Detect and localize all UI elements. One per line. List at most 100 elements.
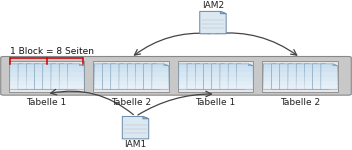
Polygon shape — [127, 68, 144, 72]
Polygon shape — [313, 64, 329, 89]
Polygon shape — [102, 81, 119, 85]
Polygon shape — [212, 64, 228, 89]
Polygon shape — [55, 64, 59, 66]
Polygon shape — [187, 68, 204, 72]
Polygon shape — [10, 85, 26, 89]
Polygon shape — [34, 64, 51, 89]
Polygon shape — [179, 64, 195, 89]
Polygon shape — [313, 81, 329, 85]
Polygon shape — [43, 85, 59, 89]
Polygon shape — [68, 81, 84, 85]
Polygon shape — [18, 68, 35, 72]
Polygon shape — [212, 76, 228, 81]
Polygon shape — [152, 68, 169, 72]
Polygon shape — [18, 64, 35, 89]
Polygon shape — [220, 85, 237, 89]
Polygon shape — [296, 64, 313, 89]
Polygon shape — [111, 64, 127, 89]
Polygon shape — [296, 68, 313, 72]
Polygon shape — [212, 68, 228, 72]
Polygon shape — [144, 76, 161, 81]
Polygon shape — [127, 72, 144, 76]
Polygon shape — [111, 85, 127, 89]
Polygon shape — [111, 76, 127, 81]
Polygon shape — [296, 81, 313, 85]
Polygon shape — [102, 72, 119, 76]
Polygon shape — [59, 76, 76, 81]
Polygon shape — [280, 76, 296, 81]
Polygon shape — [275, 64, 280, 66]
Polygon shape — [296, 76, 313, 81]
Polygon shape — [10, 64, 26, 89]
Text: 1 Block = 8 Seiten: 1 Block = 8 Seiten — [10, 47, 94, 56]
Polygon shape — [152, 72, 169, 76]
Polygon shape — [152, 64, 169, 89]
Polygon shape — [94, 85, 111, 89]
Polygon shape — [321, 85, 338, 89]
Polygon shape — [111, 72, 127, 76]
Polygon shape — [34, 72, 51, 76]
Polygon shape — [26, 64, 43, 89]
Polygon shape — [296, 72, 313, 76]
Polygon shape — [51, 81, 68, 85]
Polygon shape — [179, 76, 195, 81]
Polygon shape — [127, 85, 144, 89]
Polygon shape — [263, 68, 280, 72]
Polygon shape — [191, 64, 195, 66]
Polygon shape — [212, 72, 228, 76]
Polygon shape — [136, 76, 152, 81]
Polygon shape — [304, 68, 321, 72]
FancyBboxPatch shape — [178, 61, 253, 92]
Polygon shape — [288, 64, 304, 89]
Polygon shape — [94, 76, 111, 81]
Polygon shape — [119, 68, 136, 72]
Polygon shape — [280, 68, 296, 72]
Polygon shape — [313, 72, 329, 76]
Polygon shape — [263, 64, 280, 89]
Polygon shape — [220, 72, 237, 76]
Polygon shape — [321, 81, 338, 85]
Polygon shape — [195, 64, 212, 89]
FancyBboxPatch shape — [93, 61, 169, 92]
Polygon shape — [195, 68, 212, 72]
Polygon shape — [203, 64, 220, 89]
Polygon shape — [228, 76, 245, 81]
Polygon shape — [122, 116, 149, 139]
Polygon shape — [68, 76, 84, 81]
Polygon shape — [187, 72, 204, 76]
Polygon shape — [228, 68, 245, 72]
Polygon shape — [280, 85, 296, 89]
Polygon shape — [237, 85, 253, 89]
Polygon shape — [292, 64, 296, 66]
Polygon shape — [102, 68, 119, 72]
Polygon shape — [232, 64, 237, 66]
Polygon shape — [119, 64, 136, 89]
Polygon shape — [203, 68, 220, 72]
Polygon shape — [106, 64, 111, 66]
Polygon shape — [200, 11, 226, 34]
Polygon shape — [283, 64, 288, 66]
Text: Tabelle 2: Tabelle 2 — [280, 98, 320, 107]
Polygon shape — [147, 64, 152, 66]
Polygon shape — [144, 68, 161, 72]
Polygon shape — [288, 76, 304, 81]
Polygon shape — [220, 76, 237, 81]
Polygon shape — [43, 76, 59, 81]
Polygon shape — [26, 76, 43, 81]
Polygon shape — [195, 85, 212, 89]
Polygon shape — [136, 64, 152, 89]
Polygon shape — [321, 64, 338, 89]
Polygon shape — [59, 81, 76, 85]
Polygon shape — [304, 76, 321, 81]
Polygon shape — [34, 68, 51, 72]
Polygon shape — [136, 68, 152, 72]
Polygon shape — [94, 81, 111, 85]
Polygon shape — [59, 85, 76, 89]
Polygon shape — [119, 85, 136, 89]
Polygon shape — [59, 72, 76, 76]
Polygon shape — [203, 76, 220, 81]
Polygon shape — [313, 85, 329, 89]
Polygon shape — [321, 72, 338, 76]
Polygon shape — [271, 68, 288, 72]
Polygon shape — [51, 68, 68, 72]
